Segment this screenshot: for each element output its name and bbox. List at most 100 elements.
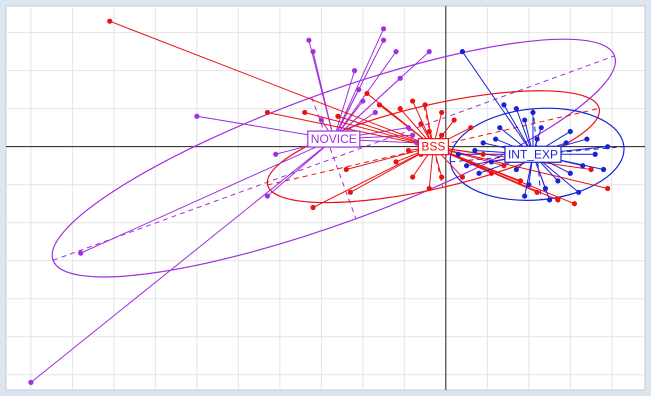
ellipse-minor-axis-novice [311,97,357,219]
point-int-exp [501,102,507,108]
data-points [28,18,611,385]
point-bss [397,106,403,112]
ray-bss [312,146,434,208]
centroid-labels: NOVICE BSS INT_EXP [307,130,562,163]
point-novice [318,117,324,123]
point-int-exp [567,128,573,135]
point-bss [534,189,540,195]
point-bss [517,178,524,184]
ray-bss [109,20,434,148]
point-novice [351,68,358,74]
ray-bss [304,111,434,148]
ray-bss [433,146,608,189]
point-int-exp [488,159,495,165]
point-novice [372,109,378,116]
point-bss [571,201,578,207]
point-int-exp [584,136,590,142]
point-int-exp [476,170,482,176]
point-bss [588,166,594,173]
ray-novice [80,138,335,254]
ray-novice [333,51,397,140]
ray-novice [267,138,335,197]
centroid-label-text-int-exp: INT_EXP [508,147,558,161]
centroid-label-bss: BSS [417,138,449,156]
point-novice [310,49,316,55]
point-novice [356,87,362,93]
point-bss [410,174,416,180]
point-novice [380,37,387,43]
point-int-exp [472,147,478,154]
ray-novice [333,28,385,140]
point-bss [418,121,424,127]
point-int-exp [592,151,598,157]
point-novice [393,49,399,55]
point-int-exp [493,136,499,142]
point-bss [468,125,474,131]
point-bss [480,151,486,157]
point-novice [273,151,279,157]
point-bss [426,185,432,192]
point-bss [310,204,316,211]
centroid-label-novice: NOVICE [307,130,361,148]
point-bss [439,132,445,138]
point-novice [380,26,387,32]
centroid-label-box-int-exp [504,145,562,163]
point-bss [335,113,341,119]
centroid-label-box-novice [307,130,361,148]
point-int-exp [455,151,461,157]
point-int-exp [555,178,561,184]
point-novice [306,37,312,43]
point-int-exp [497,125,503,131]
point-novice [264,193,271,199]
point-bss [264,109,271,116]
ray-bss [267,111,434,148]
point-bss [555,197,561,203]
point-int-exp [563,140,569,146]
point-int-exp [580,163,586,169]
point-int-exp [600,166,607,173]
point-int-exp [463,163,470,169]
point-int-exp [546,197,553,203]
point-bss [439,174,445,180]
point-bss [347,189,353,195]
centroid-label-int-exp: INT_EXP [504,145,562,163]
point-bss [410,98,416,104]
point-novice [360,98,366,104]
point-bss [364,90,370,97]
point-novice [28,379,34,385]
point-bss [501,163,507,169]
point-bss [376,102,383,108]
point-int-exp [567,170,573,176]
point-bss [393,159,399,165]
point-int-exp [522,193,528,199]
ray-novice [30,138,335,383]
point-bss [343,166,349,173]
plot-area [5,5,646,391]
point-novice [397,75,403,81]
ellipse-major-axis-bss [267,107,600,186]
centroid-label-text-novice: NOVICE [311,132,357,146]
point-int-exp [513,106,519,112]
centroid-label-text-bss: BSS [421,140,445,154]
ray-novice [312,51,335,140]
point-bss [451,117,457,123]
point-int-exp [480,140,486,146]
point-novice [78,250,84,256]
point-bss [107,18,113,24]
point-novice [410,132,416,138]
ellipse-minor-axis-bss [423,105,444,188]
point-int-exp [534,136,540,142]
ray-novice [333,70,356,140]
point-bss [439,109,445,116]
point-int-exp [513,166,519,173]
point-int-exp [522,117,528,123]
point-bss [405,147,412,154]
point-int-exp [576,189,582,195]
point-int-exp [526,182,532,188]
point-int-exp [459,49,466,55]
ray-int-exp [462,51,534,155]
point-bss [459,174,466,180]
point-novice [194,113,200,119]
